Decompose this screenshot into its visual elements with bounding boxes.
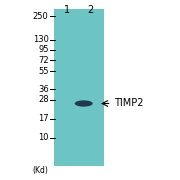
- Text: TIMP2: TIMP2: [114, 98, 144, 109]
- Text: 1: 1: [64, 5, 70, 15]
- Bar: [54, 9, 104, 166]
- Text: 10: 10: [38, 133, 49, 142]
- Text: 2: 2: [87, 5, 93, 15]
- Text: 250: 250: [33, 12, 49, 21]
- Text: (Kd): (Kd): [33, 166, 49, 176]
- Text: 28: 28: [38, 95, 49, 104]
- Text: 130: 130: [33, 35, 49, 44]
- Text: 55: 55: [38, 67, 49, 76]
- Text: 72: 72: [38, 56, 49, 65]
- Text: 17: 17: [38, 114, 49, 123]
- Text: 36: 36: [38, 85, 49, 94]
- Text: 95: 95: [38, 45, 49, 54]
- Ellipse shape: [75, 100, 93, 107]
